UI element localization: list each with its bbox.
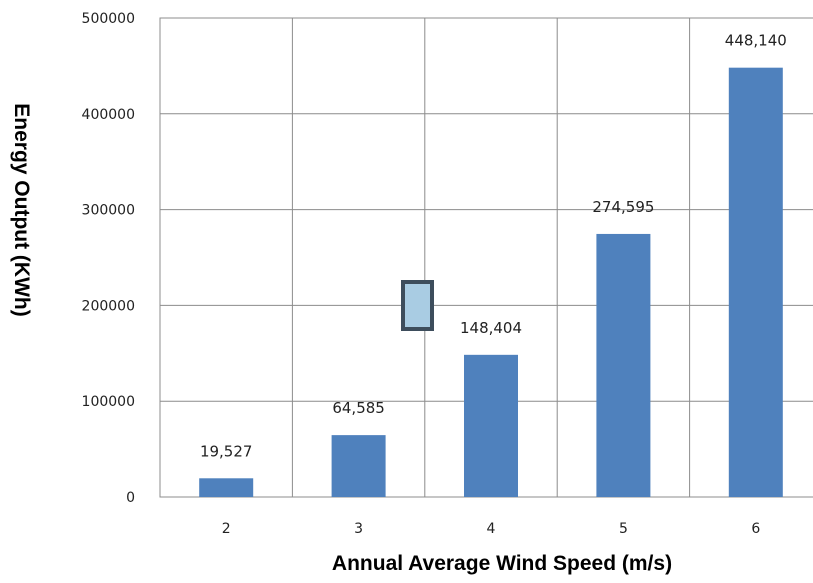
- bars: [199, 67, 783, 497]
- y-tick-label: 500000: [82, 11, 135, 27]
- bar: [199, 478, 254, 497]
- x-tick-label: 5: [619, 521, 628, 537]
- bar-data-label: 148,404: [460, 319, 522, 337]
- legend: [401, 280, 434, 331]
- x-tick-label: 4: [487, 521, 496, 537]
- legend-swatch: [401, 280, 434, 331]
- y-tick-label: 200000: [82, 298, 135, 314]
- data-labels: 19,527 64,585 148,404 274,595 448,140: [200, 32, 787, 461]
- y-tick-label: 0: [126, 490, 135, 506]
- bar-data-label: 448,140: [725, 32, 787, 50]
- bar: [331, 435, 386, 497]
- bar: [596, 233, 651, 497]
- bar-data-label: 19,527: [200, 442, 253, 460]
- y-tick-label: 400000: [82, 107, 135, 123]
- y-axis-title: Energy Output (KWh): [10, 103, 33, 316]
- y-tick-label: 300000: [82, 203, 135, 219]
- bar-data-label: 64,585: [332, 399, 385, 417]
- bar-data-label: 274,595: [592, 198, 654, 216]
- x-axis-title: Annual Average Wind Speed (m/s): [332, 552, 672, 575]
- x-tick-label: 2: [222, 521, 231, 537]
- tick-labels: 0 100000 200000 300000 400000 500000 2 3 4 5 6: [82, 11, 761, 537]
- x-tick-label: 6: [751, 521, 760, 537]
- x-tick-label: 3: [354, 521, 363, 537]
- bar: [728, 67, 783, 497]
- bar: [464, 354, 518, 497]
- y-tick-label: 100000: [82, 394, 135, 410]
